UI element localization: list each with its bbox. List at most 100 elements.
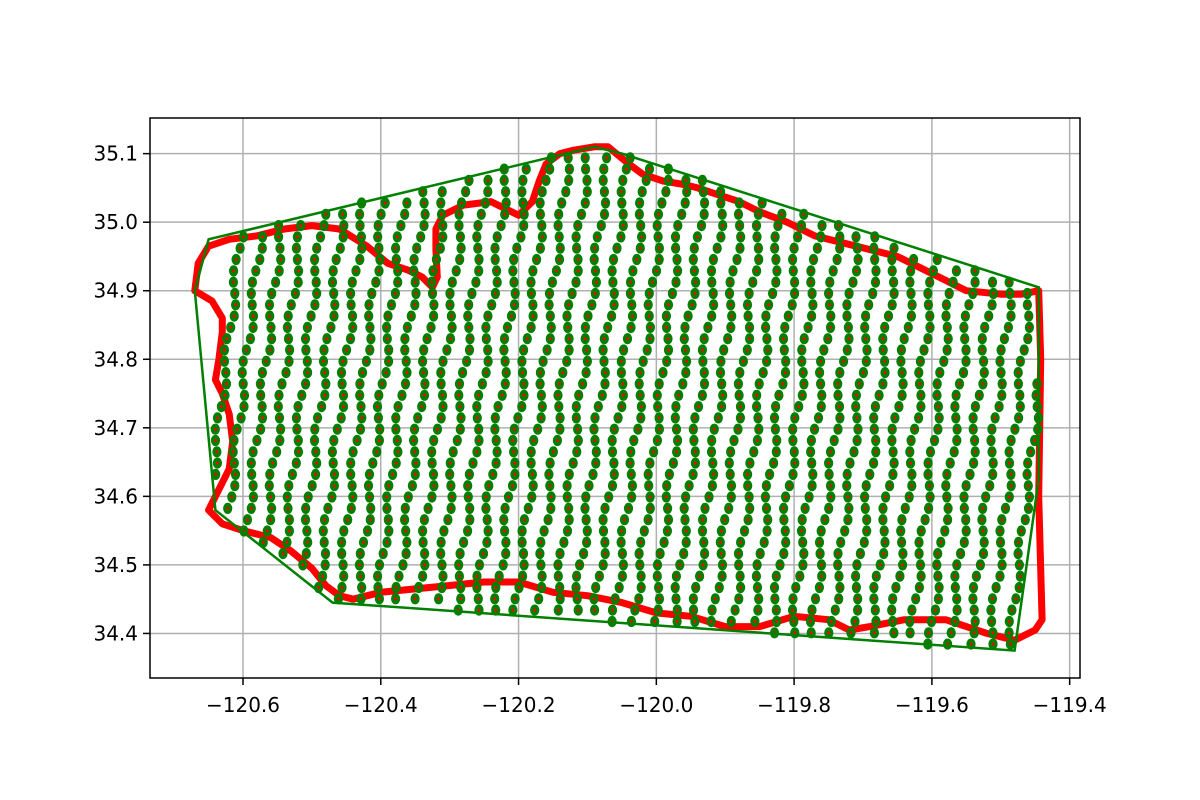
point-core-31-19 <box>827 461 831 465</box>
point-core-10-13 <box>404 529 408 533</box>
point-core-11-44 <box>467 178 471 182</box>
point-core-17-24 <box>557 405 561 409</box>
point-core-1-22 <box>235 427 239 431</box>
point-core-5-23 <box>316 416 320 420</box>
point-core-12-39 <box>475 235 479 239</box>
point-core-35-9 <box>898 574 902 578</box>
point-core-37-24 <box>953 405 957 409</box>
point-core-37-9 <box>936 574 940 578</box>
point-core-14-27 <box>504 371 508 375</box>
point-core-27-11 <box>737 552 740 556</box>
point-core-23-23 <box>673 416 677 420</box>
point-core-11-37 <box>458 258 462 261</box>
point-core-28-28 <box>784 359 788 363</box>
point-core-15-12 <box>504 540 508 544</box>
point-core-3-34 <box>293 292 297 295</box>
point-core-31-5 <box>809 620 812 623</box>
point-core-25-8 <box>694 586 698 589</box>
point-core-11-18 <box>432 472 435 476</box>
point-core-28-33 <box>790 303 794 307</box>
point-core-28-9 <box>754 574 758 578</box>
point-core-7-11 <box>340 552 344 556</box>
point-core-26-10 <box>721 563 724 567</box>
point-core-6-28 <box>341 359 345 363</box>
point-core-28-29 <box>782 348 786 352</box>
point-core-15-40 <box>540 224 544 228</box>
point-core-14-42 <box>521 201 525 205</box>
point-core-4-35 <box>314 280 318 284</box>
point-core-39-11 <box>982 552 985 556</box>
point-core-28-41 <box>802 212 806 216</box>
point-core-15-16 <box>507 495 510 499</box>
point-core-10-15 <box>403 506 407 510</box>
point-core-24-36 <box>710 269 713 273</box>
point-core-15-44 <box>544 178 548 182</box>
point-core-8-22 <box>378 427 382 431</box>
point-core-16-33 <box>547 303 551 307</box>
point-core-11-13 <box>421 529 425 533</box>
point-core-16-30 <box>548 337 552 341</box>
point-core-14-40 <box>522 224 526 228</box>
point-core-6-14 <box>323 518 326 522</box>
point-core-5-38 <box>338 246 342 250</box>
point-core-17-21 <box>555 439 559 442</box>
point-core-5-36 <box>331 269 335 273</box>
point-core-29-18 <box>791 472 795 476</box>
point-core-11-16 <box>430 495 434 499</box>
point-core-8-26 <box>380 382 384 386</box>
point-core-18-25 <box>577 393 581 397</box>
point-core-31-7 <box>814 597 817 601</box>
point-core-30-22 <box>813 427 816 431</box>
point-core-28-39 <box>796 235 800 239</box>
point-core-41-21 <box>1033 439 1037 442</box>
point-core-17-36 <box>576 269 580 273</box>
point-core-13-26 <box>480 382 484 386</box>
point-core-9-36 <box>412 269 416 273</box>
point-core-1-37 <box>258 258 262 261</box>
point-core-22-30 <box>666 337 670 341</box>
point-core-25-25 <box>721 393 725 397</box>
point-core-14-18 <box>491 472 495 476</box>
point-core-0-28 <box>223 359 226 363</box>
point-core-19-23 <box>593 416 597 420</box>
point-core-3-29 <box>288 348 292 352</box>
point-core-34-36 <box>909 269 913 273</box>
point-core-4-20 <box>297 450 300 454</box>
point-core-23-16 <box>664 495 668 499</box>
point-core-5-18 <box>314 472 318 476</box>
point-core-40-27 <box>1016 371 1020 375</box>
point-core-37-31 <box>962 325 966 329</box>
point-core-18-33 <box>590 303 594 307</box>
point-core-12-29 <box>468 348 471 352</box>
point-core-14-8 <box>475 586 479 589</box>
point-core-2-29 <box>268 348 272 352</box>
point-core-35-20 <box>908 450 912 454</box>
point-core-40-22 <box>1013 427 1017 431</box>
point-core-19-35 <box>611 280 615 284</box>
point-core-32-17 <box>845 484 849 488</box>
point-core-10-14 <box>403 518 407 522</box>
point-core-33-18 <box>868 472 872 476</box>
point-core-7-8 <box>340 586 344 589</box>
point-core-19-25 <box>600 393 604 397</box>
point-core-10-26 <box>423 382 427 386</box>
point-core-36-31 <box>945 325 949 329</box>
point-core-14-26 <box>503 382 507 386</box>
point-core-1-32 <box>252 314 255 318</box>
point-core-26-18 <box>728 472 732 476</box>
point-core-18-43 <box>602 190 606 194</box>
point-core-2-15 <box>249 506 253 510</box>
point-core-20-6 <box>593 608 597 612</box>
point-core-8-39 <box>395 235 399 239</box>
point-core-17-13 <box>542 529 546 533</box>
point-core-20-13 <box>602 529 605 533</box>
point-core-27-12 <box>739 540 743 544</box>
point-core-15-22 <box>512 427 516 431</box>
point-core-27-9 <box>738 574 742 578</box>
point-core-24-28 <box>701 359 705 363</box>
point-core-20-40 <box>639 224 643 228</box>
point-core-14-22 <box>493 427 497 431</box>
point-core-39-5 <box>973 620 977 623</box>
point-core-22-43 <box>685 190 689 194</box>
point-core-16-34 <box>548 292 551 295</box>
